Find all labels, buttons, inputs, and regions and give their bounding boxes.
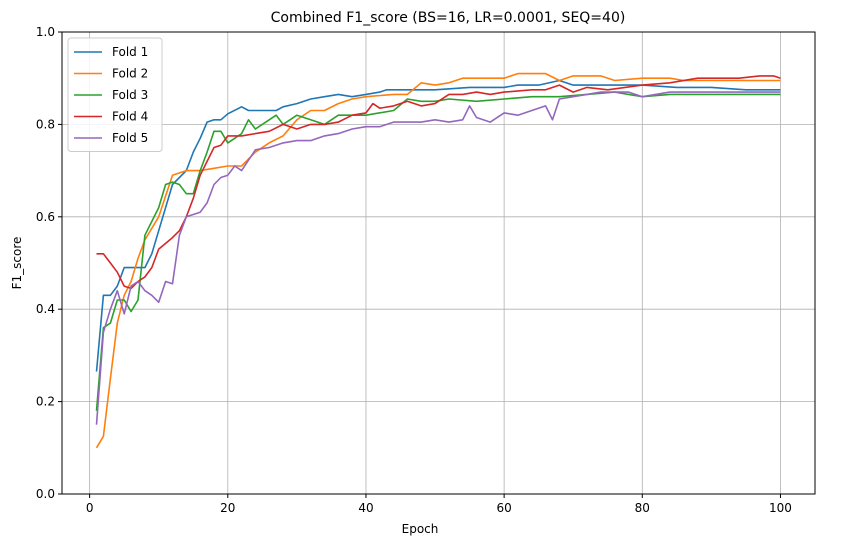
legend-label: Fold 5 [112, 131, 148, 145]
y-axis-title: F1_score [10, 237, 24, 290]
x-tick-label: 80 [635, 501, 650, 515]
x-tick-label: 60 [496, 501, 511, 515]
x-tick-label: 40 [358, 501, 373, 515]
legend-label: Fold 2 [112, 67, 148, 81]
legend-label: Fold 1 [112, 45, 148, 59]
x-tick-label: 100 [769, 501, 792, 515]
x-axis-title: Epoch [402, 522, 439, 536]
legend: Fold 1 Fold 2 Fold 3 Fold 4 Fold 5 [67, 37, 163, 152]
series-line-fold-1 [95, 79, 781, 372]
y-tick-label: 0.8 [36, 117, 55, 131]
series-line-fold-2 [95, 72, 781, 449]
x-tick-label: 20 [220, 501, 235, 515]
y-tick-label: 0.2 [36, 395, 55, 409]
chart-title: Combined F1_score (BS=16, LR=0.0001, SEQ… [271, 10, 626, 26]
y-tick-label: 1.0 [36, 25, 55, 39]
y-tick-label: 0.6 [36, 210, 55, 224]
plot-frame [61, 31, 816, 495]
axis-ticks: 0 20 40 60 80 100 0.0 0.2 0.4 0.6 0.8 1.0 [36, 25, 792, 515]
series-line-fold-3 [95, 91, 781, 411]
series-line-fold-5 [95, 91, 781, 425]
y-tick-label: 0.4 [36, 302, 55, 316]
series-lines [95, 72, 781, 449]
legend-label: Fold 4 [112, 110, 148, 124]
legend-label: Fold 3 [112, 88, 148, 102]
series-line-fold-4 [96, 75, 781, 290]
y-tick-label: 0.0 [36, 487, 55, 501]
legend-box [67, 37, 163, 152]
x-tick-label: 0 [86, 501, 94, 515]
